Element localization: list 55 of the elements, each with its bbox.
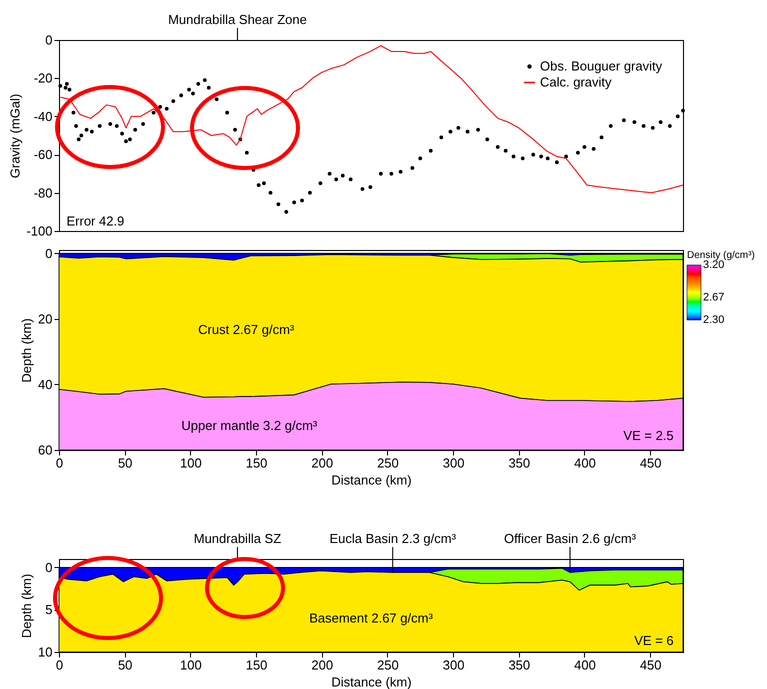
- x-tick-label: 350: [508, 456, 530, 470]
- y-tick-label: 60: [38, 442, 52, 458]
- line-series: [60, 45, 684, 194]
- text: Mundrabilla SZ: [194, 531, 282, 546]
- annotation: Basement 2.67 g/cm³: [309, 610, 434, 626]
- annotation: VE = 6: [634, 632, 674, 648]
- y-tick-label: 0: [45, 560, 52, 575]
- x-tick-label: 200: [311, 456, 334, 470]
- y-tick-label: 20: [38, 311, 52, 326]
- x-tick-label: 0: [56, 658, 64, 672]
- annotation: Upper mantle 3.2 g/cm³: [181, 418, 318, 433]
- x-axis-title: Distance (km): [331, 674, 412, 689]
- x-axis-title: Distance (km): [331, 472, 412, 488]
- x-tick-label: 50: [118, 456, 132, 470]
- x-tick-label: 100: [180, 456, 202, 470]
- y-tick-label: -40: [34, 108, 52, 124]
- y-tick-label: 10: [38, 644, 52, 660]
- color-bar-label: 2.67: [703, 291, 724, 304]
- x-tick-label: 450: [640, 658, 662, 672]
- x-tick-label: 150: [246, 456, 268, 470]
- text: Mundrabilla Shear Zone: [168, 12, 307, 27]
- annotation: Officer Basin 2.6 g/cm³: [504, 531, 637, 546]
- x-tick-label: 450: [640, 456, 662, 470]
- color-bar-title: Density (g/cm³): [687, 250, 755, 261]
- legend-label: Obs. Bouguer gravity: [540, 58, 663, 74]
- x-tick-label: 0: [56, 456, 64, 470]
- x-tick-label: 300: [442, 658, 464, 672]
- y-tick-label: -60: [34, 147, 52, 162]
- annotation: VE = 2.5: [623, 428, 674, 443]
- y-tick-label: -20: [34, 70, 52, 86]
- x-tick-label: 300: [442, 456, 464, 470]
- x-tick-label: 250: [377, 658, 399, 672]
- y-tick-label: 5: [45, 602, 52, 618]
- x-tick-label: 400: [574, 658, 596, 672]
- y-axis-title: Depth (km): [19, 574, 34, 638]
- annotation: Crust 2.67 g/cm³: [198, 322, 295, 337]
- x-tick-label: 200: [311, 658, 334, 672]
- x-tick-label: 150: [246, 658, 268, 672]
- y-tick-label: -80: [34, 185, 52, 200]
- annotation: Eucla Basin 2.3 g/cm³: [329, 531, 457, 546]
- x-tick-label: 250: [377, 456, 399, 470]
- legend-label: Calc. gravity: [540, 74, 612, 90]
- x-tick-label: 400: [574, 456, 596, 470]
- color-bar-label: 2.30: [703, 314, 724, 326]
- y-axis-title: Gravity (mGal): [7, 94, 22, 178]
- color-bar-label: 3.20: [703, 259, 724, 271]
- y-tick-label: 40: [38, 376, 52, 392]
- y-axis-title: Depth (km): [19, 318, 34, 383]
- x-tick-label: 50: [118, 658, 132, 672]
- x-tick-label: 350: [508, 658, 530, 672]
- annotation: Error 42.9: [66, 213, 124, 228]
- y-tick-label: -100: [26, 224, 52, 238]
- x-tick-label: 100: [180, 658, 202, 672]
- y-tick-label: 0: [45, 246, 52, 261]
- y-tick-label: 0: [45, 32, 52, 48]
